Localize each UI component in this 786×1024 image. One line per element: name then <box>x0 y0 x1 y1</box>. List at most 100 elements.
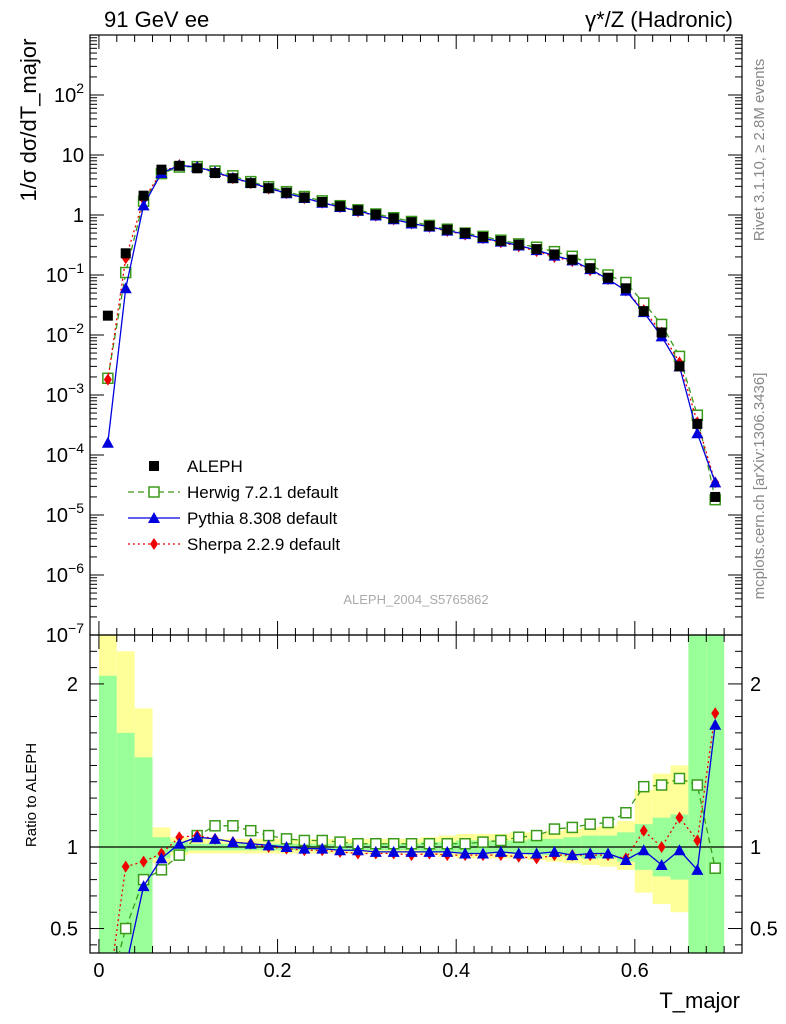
ratio-y-tick-label-right: 0.5 <box>750 919 778 941</box>
data-point <box>263 183 274 194</box>
header-right-title: γ*/Z (Hadronic) <box>585 7 733 32</box>
herwig-ratio-point <box>566 821 579 834</box>
green-band-bin <box>706 635 725 953</box>
ratio-y-tick-label: 1 <box>67 837 78 859</box>
pythia-ratio-point <box>709 718 722 730</box>
data-point <box>442 224 453 235</box>
data-point <box>281 187 292 198</box>
pythia-ratio-point <box>530 847 543 859</box>
ratio-series <box>113 707 722 953</box>
herwig-ratio-point <box>245 824 257 837</box>
pythia-ratio-point <box>155 852 168 864</box>
pythia-point <box>709 476 722 488</box>
sherpa-ratio-point <box>693 834 702 847</box>
pythia-ratio-point <box>459 847 472 859</box>
data-point <box>620 283 631 294</box>
data-point <box>603 272 614 283</box>
legend-marker-pythia <box>148 512 160 523</box>
ratio-uncertainty-bands <box>98 635 725 953</box>
green-band-bin <box>688 635 707 953</box>
legend-marker-sherpa <box>150 538 158 550</box>
herwig-ratio-point <box>620 807 632 819</box>
main-y-axis-title-text: 1/σ dσ/dT_major <box>16 39 41 202</box>
legend-marker-herwig <box>148 486 160 498</box>
pythia-ratio-point <box>209 832 222 844</box>
ratio-axes: 0 0.2 0.4 0.6 0.5 0.5 1 1 2 2 <box>50 634 778 982</box>
ratio-y-tick-label: 2 <box>67 674 78 696</box>
ratio-y-tick-label-right: 2 <box>750 674 761 696</box>
pythia-ratio-point <box>387 845 400 857</box>
herwig-ratio-point <box>602 816 614 829</box>
main-y-axis-title: 1/σ dσ/dT_major <box>16 39 41 202</box>
herwig-ratio-point <box>673 772 686 785</box>
herwig-ratio-point <box>262 829 275 842</box>
pythia-ratio-point <box>441 845 454 857</box>
sherpa-point <box>103 373 112 386</box>
data-point <box>656 327 667 338</box>
legend-label-pythia: Pythia 8.308 default <box>187 509 338 528</box>
data-point <box>710 491 721 502</box>
herwig-ratio-point <box>638 780 650 793</box>
herwig-ratio-point <box>209 820 221 832</box>
herwig-point <box>119 266 132 279</box>
herwig-ratio-point <box>173 849 186 861</box>
legend-label-data: ALEPH <box>187 457 243 476</box>
main-y-tick-label: 10−4 <box>46 440 84 467</box>
main-y-tick-label: 10−2 <box>46 320 84 347</box>
ratio-y-axis-title: Ratio to ALEPH <box>23 743 40 847</box>
pythia-ratio-point <box>173 837 186 849</box>
analysis-id: ALEPH_2004_S5765862 <box>343 592 488 607</box>
sherpa-ratio-point <box>675 811 684 824</box>
data-point <box>227 173 238 184</box>
herwig-ratio-point <box>709 862 721 874</box>
pythia-ratio-point <box>476 847 489 859</box>
main-y-tick-label: 1 <box>73 205 84 227</box>
x-tick-label: 0.2 <box>264 960 292 982</box>
data-point <box>138 190 149 201</box>
data-point <box>638 306 649 317</box>
ratio-series-group <box>113 707 722 953</box>
data-point <box>156 164 167 175</box>
ratio-y-tick-label: 0.5 <box>50 919 78 941</box>
sherpa-ratio-point <box>121 860 130 873</box>
pythia-ratio-point <box>673 844 686 856</box>
sherpa-ratio-point <box>139 855 148 868</box>
pythia-point <box>101 436 114 448</box>
pythia-ratio-point <box>637 844 650 856</box>
pythia-ratio-point <box>423 845 436 857</box>
data-point <box>460 228 471 239</box>
pythia-ratio-point <box>316 842 329 854</box>
data-point <box>549 249 560 260</box>
pythia-ratio-point <box>334 844 347 856</box>
sherpa-ratio-point <box>711 707 720 720</box>
herwig-ratio-point <box>512 831 525 843</box>
pythia-ratio-point <box>137 880 150 892</box>
data-point <box>388 213 399 224</box>
pythia-ratio-point <box>262 839 275 851</box>
green-band-bin <box>98 675 117 953</box>
main-y-tick-label: 10−1 <box>46 260 84 287</box>
herwig-ratio-point <box>155 864 168 876</box>
pythia-ratio-point <box>494 845 507 857</box>
data-point <box>406 217 417 228</box>
herwig-ratio-point <box>584 818 596 830</box>
ratio-y-tick-label-right: 1 <box>750 837 761 859</box>
data-point <box>352 205 363 216</box>
data-point <box>424 220 435 231</box>
herwig-ratio-point <box>530 829 543 842</box>
data-point <box>335 201 346 212</box>
pythia-ratio-point <box>351 844 364 856</box>
x-tick-label: 0 <box>93 960 104 982</box>
data-point <box>513 239 524 250</box>
x-axis-title: T_major <box>659 988 740 1013</box>
data-point <box>192 163 203 174</box>
data-point <box>692 418 703 429</box>
herwig-ratio-point <box>227 820 239 832</box>
pythia-ratio-point <box>655 858 668 870</box>
mcplots-label: mcplots.cern.ch [arXiv:1306.3436] <box>751 373 768 600</box>
pythia-ratio-point <box>512 847 525 859</box>
herwig-ratio-point <box>119 922 132 935</box>
main-series <box>101 159 722 506</box>
legend-marker-data <box>149 461 159 471</box>
